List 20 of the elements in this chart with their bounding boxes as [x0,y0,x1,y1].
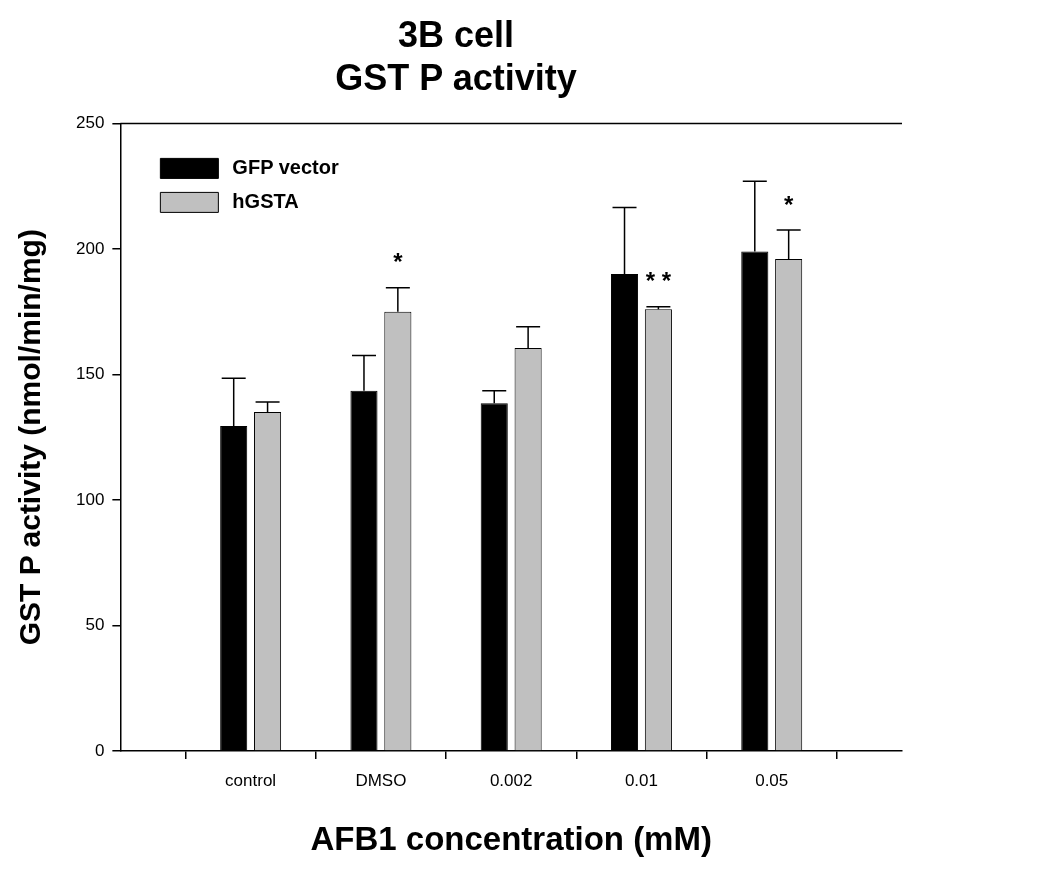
annotation: * [783,190,794,218]
annotation: * [393,248,404,276]
x-tick-label: 0.01 [624,770,658,790]
legend-label: hGSTA [232,189,299,212]
y-tick-label: 50 [85,615,105,635]
legend-label: GFP vector [232,155,339,178]
chart-title: 3B cell [397,13,515,55]
chart-subtitle: GST P activity [335,56,577,98]
x-tick-label: 0.05 [755,770,789,790]
x-axis-title: AFB1 concentration (mM) [310,820,712,858]
y-tick-label: 150 [75,364,105,384]
x-tick-label: control [225,770,277,790]
y-axis-title: GST P activity (nmol/min/mg) [13,229,47,646]
y-tick-label: 250 [75,113,105,133]
y-tick-label: 100 [75,489,105,509]
x-tick-label: DMSO [355,770,407,790]
x-tick-label: 0.002 [489,770,533,790]
y-tick-label: 200 [75,238,105,258]
y-tick-label: 0 [94,740,105,760]
annotation: * * [645,267,672,295]
